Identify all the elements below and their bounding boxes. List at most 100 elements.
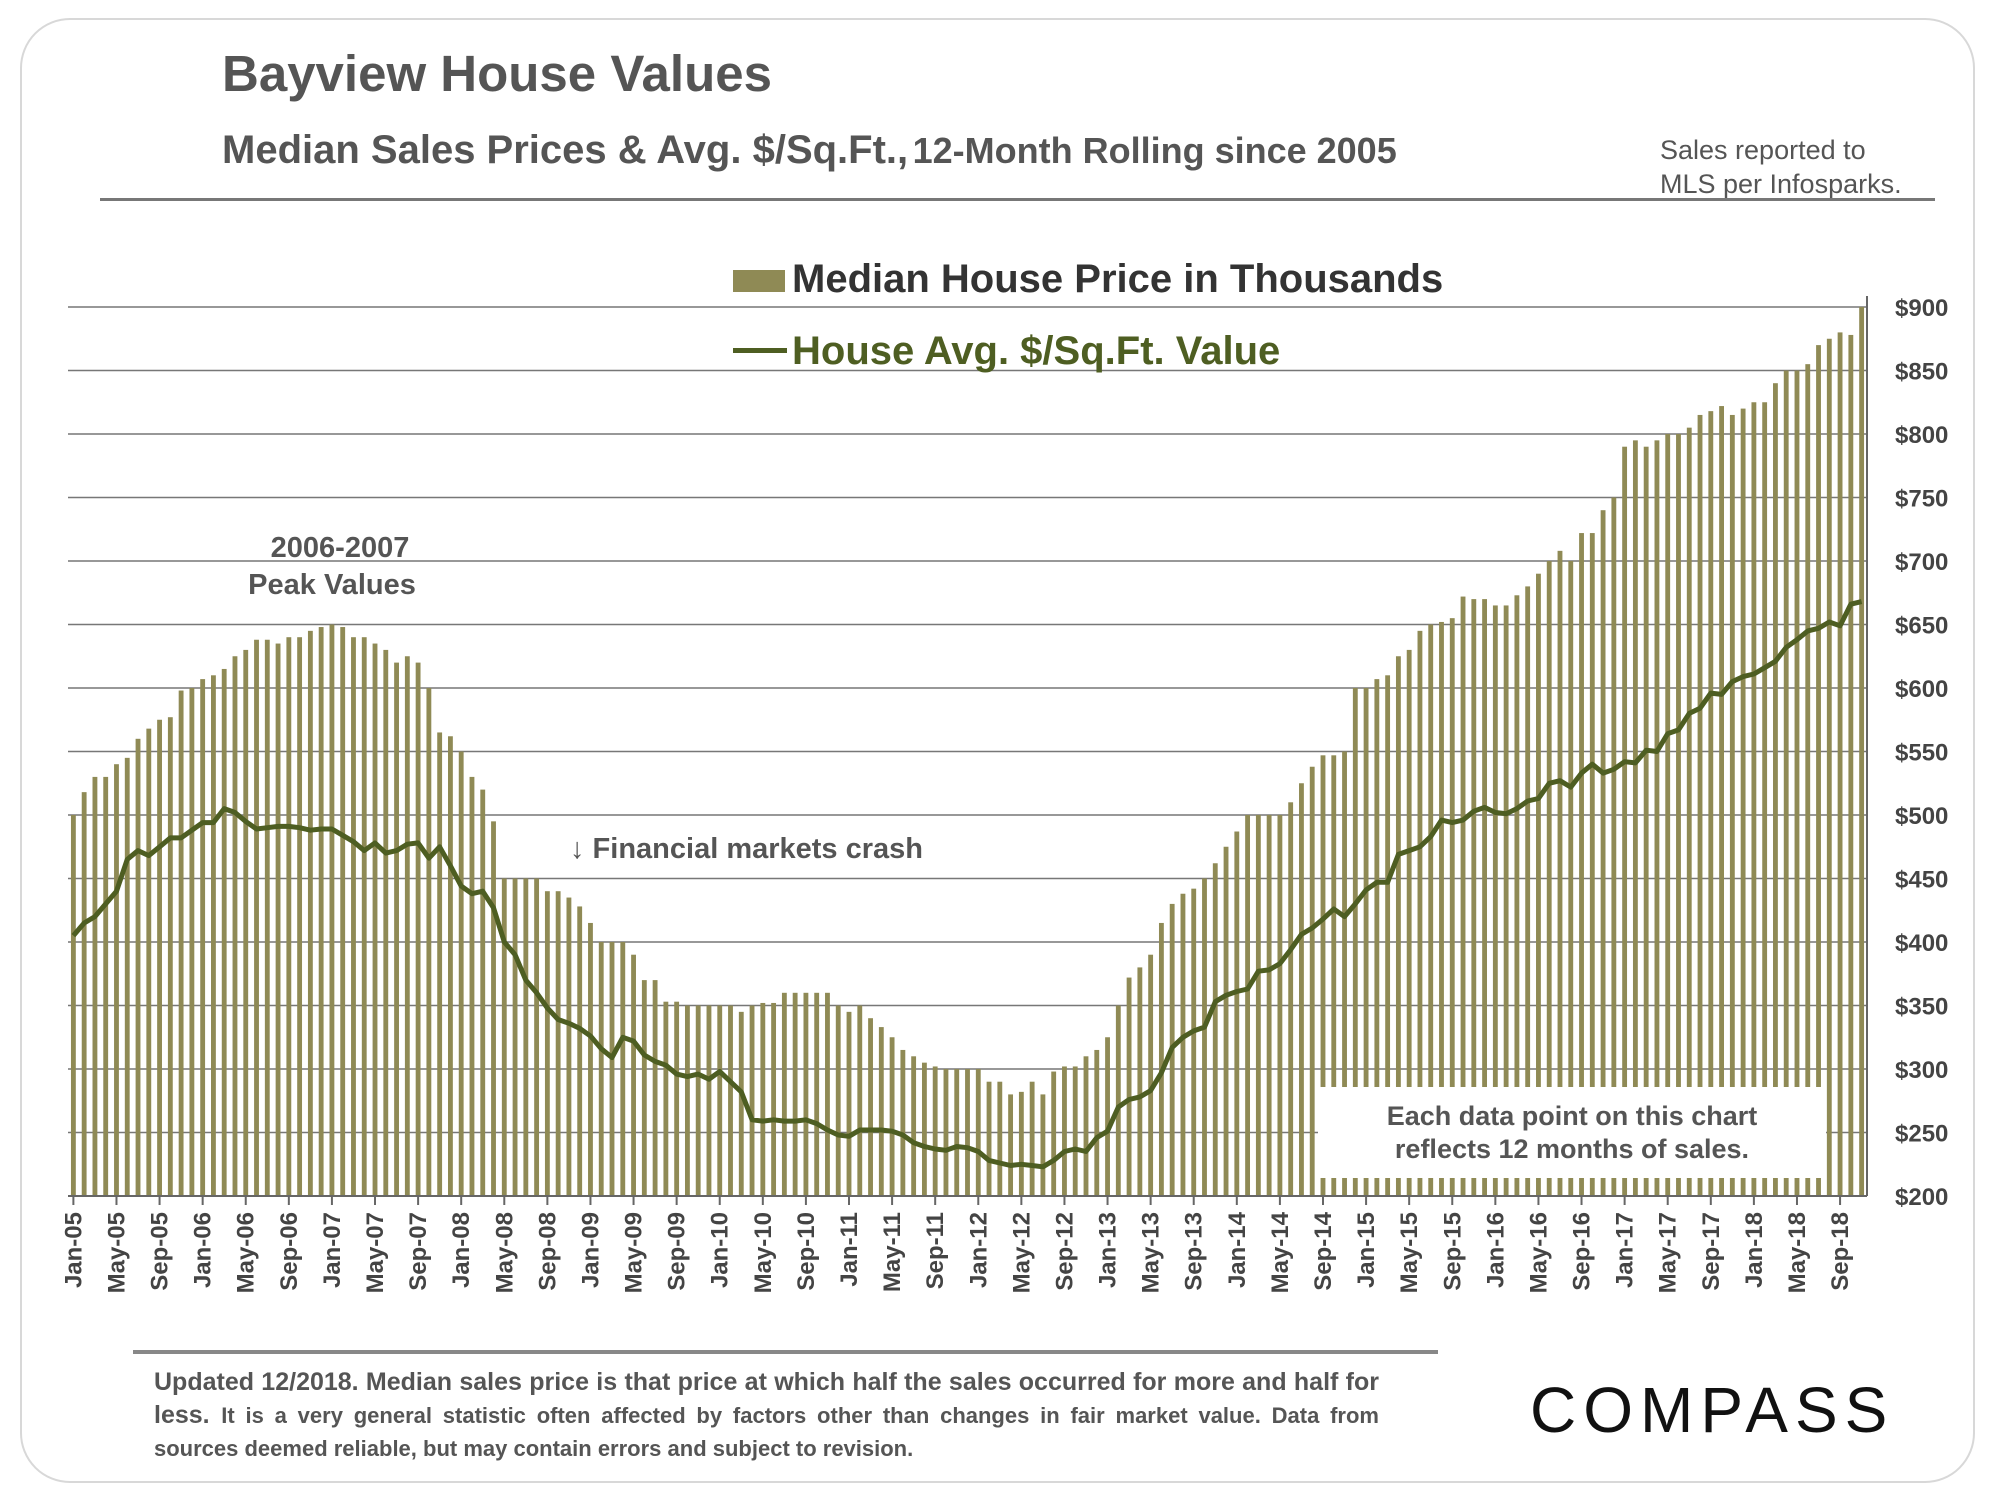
price-bar bbox=[1740, 408, 1746, 1197]
price-bar bbox=[1568, 561, 1574, 1196]
price-bar bbox=[437, 732, 443, 1196]
price-bar bbox=[911, 1056, 917, 1196]
price-bar bbox=[1719, 406, 1724, 1196]
price-bar bbox=[1148, 954, 1154, 1196]
price-bar bbox=[954, 1069, 960, 1196]
subtitle-main: Median Sales Prices & Avg. $/Sq.Ft., bbox=[222, 128, 909, 172]
price-bar bbox=[609, 942, 615, 1196]
price-bar bbox=[178, 690, 184, 1196]
price-bar bbox=[1751, 402, 1757, 1196]
header-divider bbox=[100, 198, 1935, 201]
price-bar bbox=[620, 942, 626, 1196]
x-tick-label: May-18 bbox=[1784, 1212, 1811, 1293]
y-tick-label: $300 bbox=[1895, 1057, 1948, 1084]
price-bar bbox=[1406, 649, 1412, 1196]
x-tick-label: Jan-18 bbox=[1741, 1212, 1768, 1288]
note-box-background bbox=[1318, 1087, 1826, 1178]
price-bar bbox=[997, 1081, 1003, 1196]
price-bar bbox=[1589, 533, 1595, 1196]
price-bar bbox=[943, 1069, 949, 1196]
price-bar bbox=[264, 639, 270, 1196]
price-bar bbox=[81, 792, 87, 1196]
price-bar bbox=[1654, 440, 1660, 1197]
price-bar bbox=[103, 776, 109, 1196]
price-bar bbox=[1686, 427, 1692, 1196]
price-bar bbox=[372, 643, 378, 1196]
gridlines bbox=[68, 306, 1867, 1134]
price-bar bbox=[1482, 599, 1488, 1196]
x-tick-label: Jan-12 bbox=[965, 1212, 992, 1288]
price-bar bbox=[189, 688, 195, 1196]
price-bar bbox=[555, 891, 561, 1196]
price-bar bbox=[1158, 922, 1164, 1196]
price-bar bbox=[1643, 446, 1649, 1196]
price-bar bbox=[383, 649, 389, 1196]
price-bar bbox=[771, 1002, 777, 1196]
y-tick-label: $550 bbox=[1895, 740, 1948, 767]
price-bar bbox=[965, 1069, 970, 1196]
price-bar bbox=[1277, 815, 1283, 1196]
price-bar bbox=[921, 1062, 927, 1196]
compass-logo: COMPASS bbox=[1530, 1374, 1895, 1446]
price-bar bbox=[1439, 621, 1444, 1196]
price-bar bbox=[1816, 345, 1821, 1197]
price-bar bbox=[663, 1001, 669, 1196]
price-bar bbox=[1859, 307, 1865, 1196]
price-bar bbox=[598, 942, 604, 1196]
x-tick-label: Jan-14 bbox=[1224, 1211, 1251, 1288]
peak-annotation-years: 2006-2007 bbox=[271, 532, 410, 564]
price-bar bbox=[447, 736, 453, 1196]
x-tick-label: Sep-16 bbox=[1569, 1212, 1596, 1291]
price-bar bbox=[286, 637, 292, 1196]
price-bar bbox=[1374, 679, 1380, 1196]
price-bar bbox=[1579, 533, 1584, 1196]
note-line-1: Each data point on this chart bbox=[1387, 1101, 1758, 1131]
footer-divider bbox=[133, 1350, 1438, 1354]
x-tick-label: Sep-05 bbox=[147, 1212, 174, 1291]
price-bar bbox=[1600, 510, 1606, 1196]
y-tick-label: $450 bbox=[1895, 867, 1948, 894]
price-bar bbox=[480, 789, 486, 1196]
y-tick-label: $650 bbox=[1895, 613, 1948, 640]
price-bar bbox=[1223, 846, 1229, 1196]
legend-line-swatch bbox=[733, 348, 787, 353]
price-bar bbox=[1460, 596, 1466, 1196]
price-bar bbox=[114, 764, 119, 1196]
price-bar bbox=[275, 643, 281, 1196]
peak-annotation-label: Peak Values bbox=[248, 569, 416, 601]
x-tick-label: May-11 bbox=[879, 1212, 906, 1292]
price-bar bbox=[361, 637, 367, 1196]
price-bar bbox=[254, 639, 259, 1196]
x-tick-label: Sep-11 bbox=[922, 1212, 949, 1289]
price-bar bbox=[523, 878, 529, 1196]
price-bar bbox=[157, 719, 162, 1196]
price-bar bbox=[70, 815, 76, 1196]
price-bar bbox=[706, 1005, 712, 1196]
price-bar bbox=[415, 662, 421, 1196]
x-tick-label: May-10 bbox=[750, 1212, 777, 1293]
price-bar bbox=[652, 980, 658, 1196]
price-bar bbox=[1008, 1094, 1014, 1196]
price-bar bbox=[1342, 751, 1347, 1196]
price-bar bbox=[1665, 434, 1671, 1196]
price-bar bbox=[1557, 550, 1563, 1196]
price-bar bbox=[1708, 411, 1714, 1196]
price-bar bbox=[1449, 618, 1455, 1196]
x-tick-label: Sep-10 bbox=[793, 1212, 820, 1291]
x-tick-label: Sep-14 bbox=[1310, 1211, 1337, 1290]
y-axis-ticks: $200 $250 $300 $350 $400 $450 $500 $550 $600 $650… bbox=[1895, 295, 1948, 1211]
price-bar bbox=[803, 992, 809, 1196]
price-bar bbox=[1255, 815, 1261, 1196]
y-tick-label: $200 bbox=[1895, 1184, 1948, 1211]
note-line-2: reflects 12 months of sales. bbox=[1395, 1134, 1749, 1164]
price-bar bbox=[1622, 446, 1628, 1196]
price-bar bbox=[900, 1049, 906, 1196]
price-bar bbox=[1762, 402, 1768, 1196]
price-bar bbox=[1320, 755, 1326, 1196]
price-bar bbox=[695, 1005, 701, 1196]
footer-lead: Updated 12/2018. Median sales price is t… bbox=[154, 1368, 1379, 1429]
y-tick-label: $500 bbox=[1895, 803, 1948, 830]
price-bar bbox=[1266, 815, 1272, 1196]
price-bar bbox=[221, 668, 227, 1196]
x-tick-label: May-06 bbox=[233, 1212, 260, 1293]
